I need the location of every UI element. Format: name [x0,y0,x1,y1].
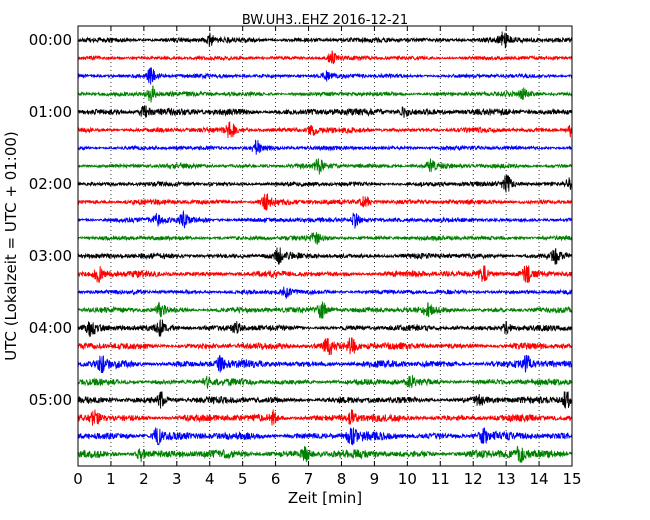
x-tick-label: 13 [497,470,516,488]
trace-0530 [77,427,573,446]
trace-0200 [77,174,573,193]
x-axis-ticks: 0 1 2 3 4 5 6 7 8 9 10 11 12 13 14 15 [73,26,582,488]
trace-0445 [77,375,573,389]
x-tick-label: 4 [205,470,215,488]
x-tick-label: 5 [238,470,248,488]
trace-0515 [77,409,573,426]
x-tick-label: 8 [337,470,347,488]
trace-0015 [77,50,573,65]
x-tick-label: 14 [530,470,549,488]
trace-0000 [77,31,573,49]
x-tick-label: 3 [172,470,182,488]
y-tick-label: 03:00 [29,247,72,265]
y-axis-label: UTC (Lokalzeit = UTC + 01:00) [2,131,20,361]
plot-frame [77,25,573,467]
x-tick-label: 15 [562,470,581,488]
x-tick-label: 10 [398,470,417,488]
trace-0245 [77,231,573,245]
trace-0030 [77,67,573,85]
trace-0330 [77,286,573,300]
trace-0230 [77,209,573,229]
x-tick-label: 12 [464,470,483,488]
x-tick-label: 9 [370,470,380,488]
chart-title: BW.UH3..EHZ 2016-12-21 [242,13,408,28]
y-tick-label: 05:00 [29,391,72,409]
trace-0300 [77,247,573,265]
y-tick-label: 01:00 [29,103,72,121]
trace-0315 [77,265,573,284]
x-tick-label: 6 [271,470,281,488]
trace-0115 [77,121,573,138]
x-tick-label: 11 [431,470,450,488]
x-tick-label: 0 [73,470,83,488]
y-tick-label: 04:00 [29,319,72,337]
seismic-traces [77,31,573,463]
trace-0400 [77,319,573,338]
trace-0430 [77,354,573,374]
trace-0100 [77,105,573,118]
y-axis-ticks: 00:00 01:00 02:00 03:00 04:00 05:00 [29,31,572,409]
trace-0215 [77,193,573,211]
x-axis-label: Zeit [min] [288,489,362,507]
trace-0545 [77,446,573,463]
trace-0145 [77,158,573,175]
x-tick-label: 7 [304,470,314,488]
trace-0415 [77,337,573,355]
grid-lines [110,26,540,466]
y-tick-label: 00:00 [29,31,72,49]
trace-0345 [77,301,573,319]
trace-0500 [77,391,573,409]
y-tick-label: 02:00 [29,175,72,193]
trace-0130 [77,139,573,155]
trace-0045 [77,85,573,103]
x-tick-label: 1 [106,470,116,488]
x-tick-label: 2 [139,470,149,488]
